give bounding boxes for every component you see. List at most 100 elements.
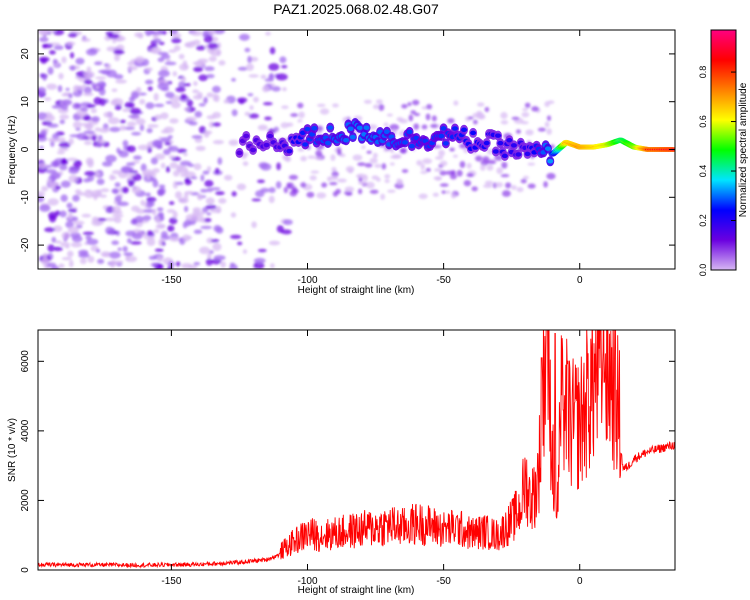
spectrogram-noise-cell — [200, 174, 205, 182]
spectrogram-noise-cell — [90, 108, 97, 114]
spectrogram-ridge-core — [495, 133, 502, 138]
spectrogram-noise-cell — [107, 117, 120, 125]
spectrogram-noise-cell — [546, 128, 552, 135]
spectrogram-noise-cell — [315, 149, 323, 157]
spectrogram-noise-cell — [271, 86, 281, 92]
spectrogram-noise-cell — [329, 181, 338, 186]
spectrogram-noise-cell — [262, 101, 273, 106]
spectrogram-noise-cell — [210, 208, 221, 214]
spectrogram-y-axis: -20 -10 0 10 20 — [20, 48, 675, 252]
spectrogram-noise-cell — [75, 57, 85, 65]
spectrogram-noise-cell — [172, 170, 180, 177]
spectrogram-noise-cell — [300, 182, 307, 188]
spectrogram-noise-cell — [114, 182, 121, 188]
spectrogram-noise-cell — [317, 103, 326, 107]
spectrogram-noise-cell — [253, 261, 265, 269]
spectrogram-noise-cell — [71, 235, 83, 243]
spectrogram-noise-cell — [155, 224, 166, 229]
spectrogram-ridge — [235, 118, 675, 167]
spectrogram-noise-cell — [68, 174, 78, 183]
spectrogram-noise-cell — [131, 131, 142, 136]
spectrogram-noise-cell — [511, 116, 520, 120]
spectrogram-noise-cell — [41, 185, 49, 192]
spectrogram-ridge-core — [267, 133, 274, 139]
spectrogram-noise-cell — [68, 167, 79, 174]
spectrogram-noise-cell — [68, 30, 79, 34]
snr-frame — [37, 329, 676, 571]
spectrogram-noise-cell — [53, 45, 64, 51]
spectrogram-noise-cell — [229, 234, 242, 239]
spectrogram-noise-cell — [484, 106, 490, 113]
spectrogram-noise-cell — [269, 72, 274, 79]
spectrogram-noise-cell — [249, 105, 254, 111]
spectrogram-noise-cell — [146, 230, 154, 236]
colorbar-tick-label: 0.8 — [698, 66, 708, 79]
spectrogram-noise-cell — [205, 197, 215, 205]
spectrogram-noise-cell — [193, 229, 203, 235]
spectrogram-noise-cell — [126, 145, 136, 153]
spectrogram-noise-cell — [54, 185, 62, 190]
spectrogram-noise-cell — [358, 177, 363, 182]
spectrogram-noise-cell — [247, 93, 254, 97]
spectrogram-noise-cell — [306, 191, 315, 198]
spectrogram-noise-cell — [209, 48, 222, 57]
spectrogram-noise-cell — [197, 58, 209, 64]
spectrogram-noise-cell — [546, 172, 556, 180]
spectrogram-y-label: Frequency (Hz) — [7, 116, 18, 185]
spectrogram-noise-cell — [61, 158, 67, 164]
spectrogram-noise-cell — [418, 193, 428, 200]
spectrogram-noise-cell — [40, 258, 50, 266]
spectrogram-noise-cell — [183, 191, 189, 199]
spectrogram-noise-cell — [76, 224, 83, 229]
spectrogram-noise-cell — [59, 210, 67, 218]
spectrogram-noise-cell — [480, 164, 486, 171]
snr-x-label: Height of straight line (km) — [298, 585, 415, 596]
spectrogram-noise-cell — [434, 176, 442, 181]
spectrogram-noise-cell — [366, 150, 372, 154]
spectrogram-noise-cell — [451, 192, 457, 199]
spectrogram-noise-cell — [339, 153, 346, 158]
spectrogram-noise-cell — [106, 69, 117, 78]
spectrogram-noise-cell — [280, 122, 290, 129]
spectrogram-noise-cell — [520, 121, 529, 125]
spectrogram-noise-cell — [244, 111, 251, 117]
spectrogram-noise-cell — [484, 180, 494, 186]
spectrogram-noise-cell — [449, 173, 457, 180]
spectrogram-noise-cell — [434, 156, 444, 160]
spectrogram-noise-cell — [186, 99, 194, 107]
spectrogram-noise-cell — [180, 93, 187, 100]
spectrogram-noise-cell — [91, 216, 99, 223]
spectrogram-noise-cell — [85, 123, 93, 131]
spectrogram-noise-cell — [122, 108, 131, 113]
spectrogram-noise-cell — [81, 84, 87, 89]
snr-line — [38, 330, 675, 569]
spectrogram-noise-cell — [107, 33, 120, 39]
spectrogram-noise-cell — [160, 231, 168, 238]
spectrogram-noise-cell — [547, 115, 552, 122]
spectrogram-noise-cell — [213, 255, 226, 261]
spectrogram-noise-cell — [153, 229, 160, 234]
spectrogram-noise-cell — [425, 113, 431, 121]
spectrogram-noise-cell — [161, 30, 167, 35]
spectrogram-noise-cell — [212, 111, 222, 119]
spectrogram-noise-cell — [105, 154, 117, 163]
spectrogram-noise-cell — [154, 248, 164, 253]
spectrogram-noise-cell — [253, 257, 266, 264]
snr-y-tick-label: 6000 — [20, 350, 31, 373]
spectrogram-noise-cell — [122, 246, 128, 253]
spectrogram-noise-cell — [86, 104, 96, 109]
spectrogram-noise-cell — [206, 92, 214, 98]
spectrogram-noise-cell — [101, 253, 111, 258]
spectrogram-noise-cell — [91, 82, 96, 88]
spectrogram-noise-cell — [169, 236, 181, 242]
spectrogram-noise-cell — [72, 194, 80, 202]
spectrogram-noise-cell — [478, 114, 486, 120]
spectrogram-noise-cell — [505, 182, 512, 189]
spectrogram-noise-cell — [44, 114, 55, 122]
spectrogram-noise-cell — [466, 162, 472, 169]
spectrogram-noise-cell — [147, 124, 159, 128]
spectrogram-noise-cell — [449, 147, 455, 152]
spectrogram-noise-cell — [206, 166, 212, 172]
spectrogram-noise-cell — [152, 33, 159, 40]
